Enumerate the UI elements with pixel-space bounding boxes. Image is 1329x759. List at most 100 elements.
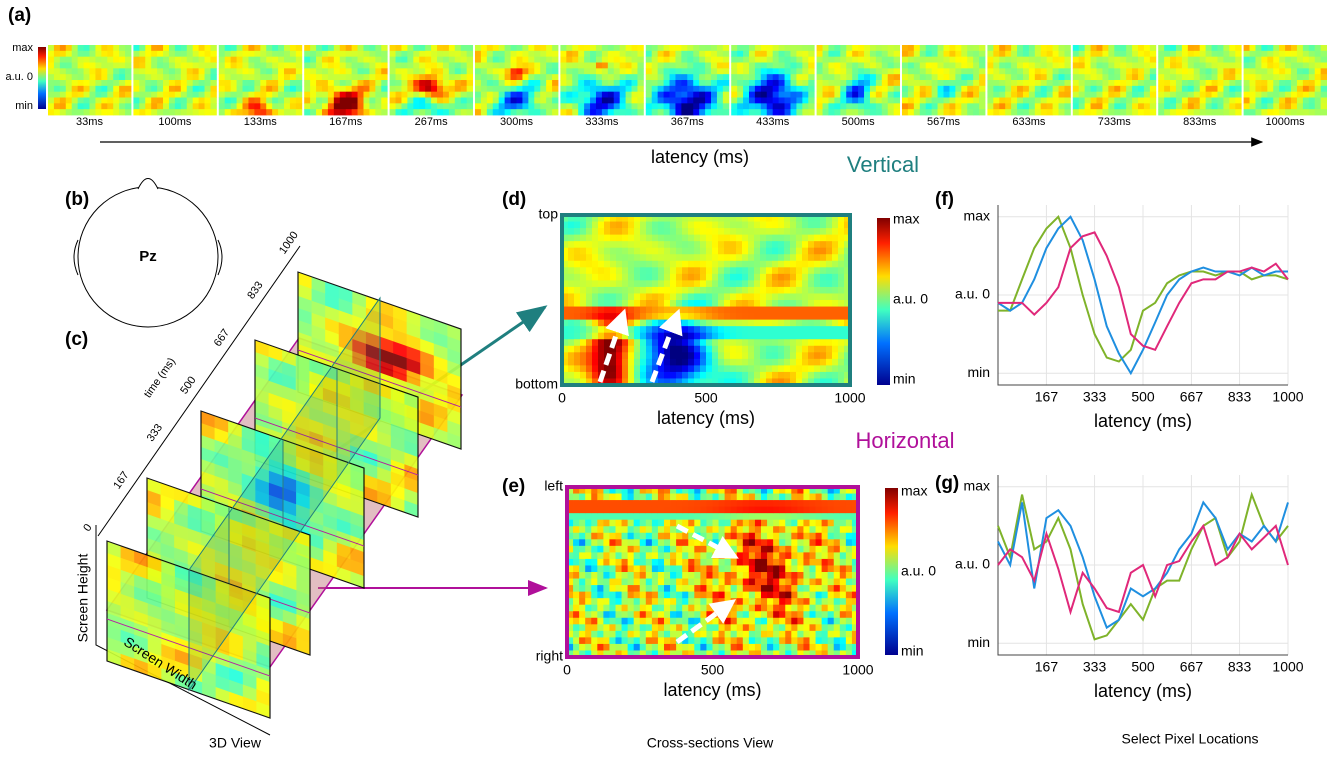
heatmap-cell	[743, 92, 749, 98]
heatmap-cell	[585, 644, 591, 651]
heatmap-cell	[700, 585, 706, 592]
heatmap-cell	[766, 267, 772, 274]
heatmap-cell	[670, 313, 676, 320]
heatmap-cell	[585, 559, 591, 566]
heatmap-cell	[54, 109, 60, 115]
heatmap-cell	[944, 74, 950, 80]
heatmap-cell	[730, 274, 736, 281]
heatmap-cell	[760, 222, 766, 229]
heatmap-cell	[622, 546, 628, 553]
heatmap-cell	[814, 320, 820, 327]
heatmap-cell	[723, 103, 729, 109]
heatmap-cell	[573, 611, 579, 618]
heatmap-cell	[705, 86, 711, 92]
heatmap-cell	[784, 293, 790, 300]
heatmap-cell	[767, 494, 773, 501]
heatmap-cell	[634, 326, 640, 333]
heatmap-cell	[755, 572, 761, 579]
heatmap-cell	[443, 98, 449, 104]
heatmap-cell	[646, 552, 652, 559]
heatmap-cell	[632, 63, 638, 69]
heatmap-cell	[290, 74, 296, 80]
heatmap-cell	[248, 98, 254, 104]
heatmap-cell	[664, 513, 670, 520]
heatmap-cell	[682, 559, 688, 566]
heatmap-cell	[810, 559, 816, 566]
heatmap-cell	[749, 494, 755, 501]
heatmap-cell	[652, 565, 658, 572]
heatmap-cell	[717, 109, 723, 115]
heatmap-cell	[640, 326, 646, 333]
heatmap-cell	[694, 254, 700, 261]
heatmap-cell	[584, 109, 590, 115]
heatmap-cell	[48, 74, 54, 80]
heatmap-cell	[736, 346, 742, 353]
heatmap-cell	[864, 92, 870, 98]
heatmap-cell	[608, 74, 614, 80]
heatmap-cell	[823, 45, 829, 51]
heatmap-cell	[449, 51, 455, 57]
heatmap-cell	[237, 45, 243, 51]
heatmap-cell	[767, 579, 773, 586]
heatmap-cell	[973, 57, 979, 63]
heatmap-cell	[622, 631, 628, 638]
heatmap-cell	[717, 63, 723, 69]
heatmap-cell	[363, 80, 369, 86]
heatmap-cell	[572, 80, 578, 86]
heatmap-cell	[522, 57, 528, 63]
heatmap-cell	[646, 533, 652, 540]
heatmap-cell	[784, 267, 790, 274]
heatmap-cell	[773, 68, 779, 74]
heatmap-cell	[790, 74, 796, 80]
heatmap-cell	[682, 500, 688, 507]
heatmap-cell	[475, 51, 481, 57]
heatmap-cell	[431, 80, 437, 86]
heatmap-cell	[658, 80, 664, 86]
heatmap-cell	[810, 598, 816, 605]
heatmap-cell	[706, 559, 712, 566]
heatmap-cell	[749, 57, 755, 63]
heatmap-cell	[820, 293, 826, 300]
heatmap-cell	[796, 241, 802, 248]
heatmap-cell	[802, 346, 808, 353]
heatmap-cell	[591, 598, 597, 605]
heatmap-cell	[586, 293, 592, 300]
heatmap-cell	[743, 494, 749, 501]
heatmap-cell	[670, 631, 676, 638]
heatmap-cell	[610, 313, 616, 320]
heatmap-cell	[413, 57, 419, 63]
heatmap-cell	[540, 103, 546, 109]
heatmap-cell	[493, 86, 499, 92]
heatmap-cell	[766, 241, 772, 248]
heatmap-cell	[834, 63, 840, 69]
heatmap-cell	[125, 103, 131, 109]
heatmap-cell	[572, 103, 578, 109]
heatmap-cell	[628, 293, 634, 300]
heatmap-cell	[748, 320, 754, 327]
heatmap-cell	[761, 579, 767, 586]
heatmap-cell	[72, 109, 78, 115]
heatmap-cell	[664, 611, 670, 618]
heatmap-cell	[888, 80, 894, 86]
heatmap-cell	[107, 63, 113, 69]
heatmap-cell	[914, 45, 920, 51]
heatmap-cell	[580, 339, 586, 346]
heatmap-cell	[908, 68, 914, 74]
heatmap-cell	[676, 598, 682, 605]
heatmap-cell	[499, 74, 505, 80]
heatmap-cell	[609, 500, 615, 507]
heatmap-cell	[754, 339, 760, 346]
heatmap-cell	[205, 98, 211, 104]
heatmap-cell	[568, 300, 574, 307]
heatmap-cell	[310, 92, 316, 98]
heatmap-cell	[664, 605, 670, 612]
heatmap-cell	[579, 500, 585, 507]
heatmap-cell	[652, 539, 658, 546]
heatmap-cell	[761, 103, 767, 109]
heatmap-cell	[755, 86, 761, 92]
heatmap-cell	[169, 103, 175, 109]
heatmap-cell	[820, 228, 826, 235]
heatmap-cell	[724, 352, 730, 359]
heatmap-cell	[779, 513, 785, 520]
heatmap-cell	[145, 92, 151, 98]
